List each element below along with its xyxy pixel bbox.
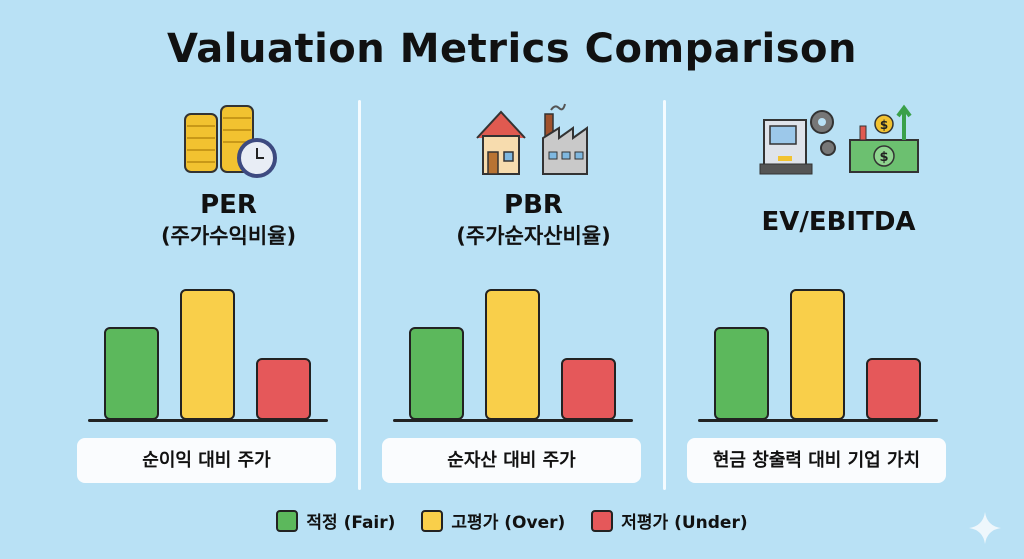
- svg-text:$: $: [879, 118, 887, 132]
- legend-item-under: 저평가 (Under): [591, 508, 748, 533]
- metric-subtitle: (주가수익비율): [160, 224, 297, 248]
- legend-label: 고평가 (Over): [451, 513, 566, 533]
- metric-description: 순이익 대비 주가: [77, 438, 336, 483]
- metric-description: 순자산 대비 주가: [382, 438, 641, 483]
- metric-description: 현금 창출력 대비 기업 가치: [687, 438, 946, 483]
- legend: 적정 (Fair) 고평가 (Over) 저평가 (Under): [0, 508, 1024, 533]
- bar-fair: [104, 327, 159, 420]
- panel-pbr: PBR (주가순자산비율) 순자산 대비 주가: [381, 100, 686, 490]
- legend-label: 적정 (Fair): [306, 513, 396, 533]
- bar-over: [485, 289, 540, 420]
- legend-item-fair: 적정 (Fair): [276, 508, 395, 533]
- baseline: [88, 419, 328, 422]
- sparkle-icon: [969, 512, 1001, 544]
- page-title: Valuation Metrics Comparison: [167, 26, 857, 72]
- bar-over: [180, 289, 235, 420]
- factory-icon: [541, 103, 588, 175]
- bar-fair: [714, 327, 769, 420]
- panel-per: PER (주가수익비율) 순이익 대비 주가: [76, 100, 381, 490]
- legend-swatch: [591, 509, 614, 532]
- panel-ev-ebitda: $ $ EV/EBITDA 현금 창출력 대비 기업 가치: [686, 100, 991, 490]
- divider: [358, 100, 361, 490]
- legend-swatch: [276, 509, 299, 532]
- svg-text:$: $: [879, 150, 888, 165]
- coin-stack-icon: [183, 105, 277, 178]
- metric-name: PBR: [504, 190, 563, 220]
- baseline: [393, 419, 633, 422]
- metric-subtitle: (주가순자산비율): [456, 224, 611, 248]
- bar-fair: [409, 327, 464, 420]
- bar-under: [866, 358, 921, 420]
- bar-over: [790, 289, 845, 420]
- metric-name: PER: [200, 190, 257, 220]
- legend-swatch: [421, 509, 444, 532]
- cash-growth-icon: $ $: [848, 104, 919, 173]
- bar-under: [561, 358, 616, 420]
- machine-gear-icon: $ $: [759, 104, 919, 175]
- divider: [663, 100, 666, 490]
- bar-under: [256, 358, 311, 420]
- clock-icon: [236, 138, 277, 178]
- legend-label: 저평가 (Under): [621, 513, 748, 533]
- legend-item-over: 고평가 (Over): [421, 508, 565, 533]
- house-icon: [475, 103, 588, 175]
- baseline: [698, 419, 938, 422]
- metric-name: EV/EBITDA: [761, 207, 916, 237]
